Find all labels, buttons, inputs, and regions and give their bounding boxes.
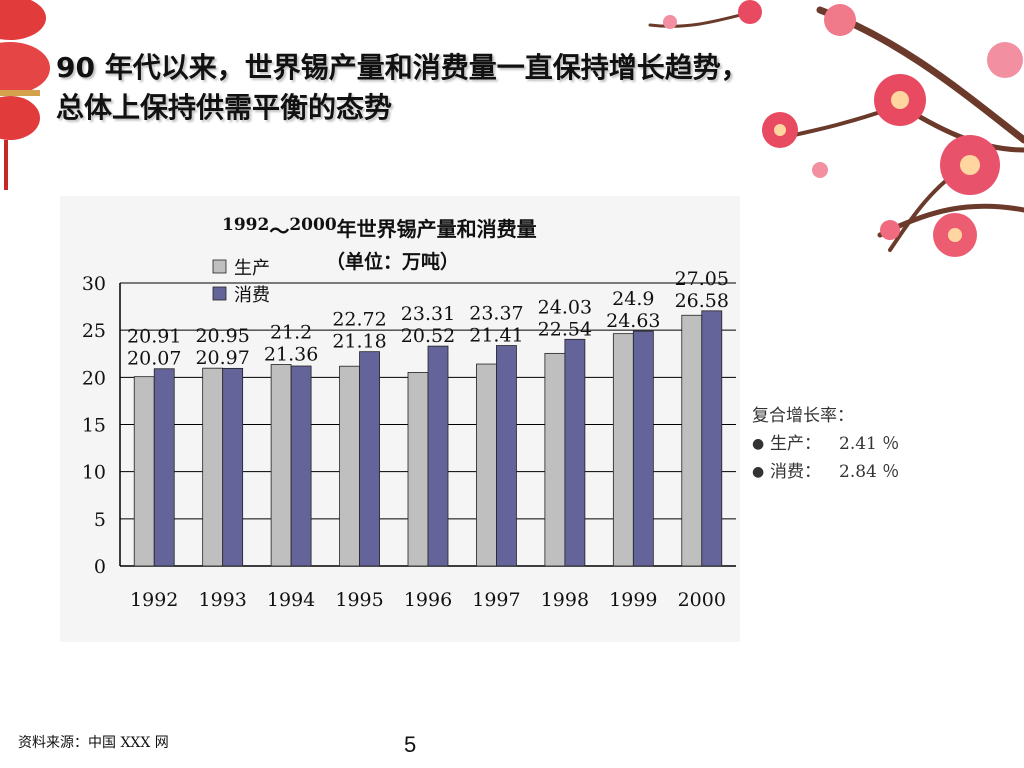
bar-production <box>681 314 703 567</box>
data-label-production: 20.52 <box>401 325 455 347</box>
data-label-production: 20.07 <box>127 348 181 370</box>
x-tick-label: 1997 <box>472 589 520 611</box>
y-tick-label: 0 <box>94 556 106 578</box>
chart-subtitle: （单位：万吨） <box>326 250 459 273</box>
x-tick-label: 1995 <box>335 589 383 611</box>
data-label-consumption: 27.05 <box>675 268 729 290</box>
x-tick-label: 1999 <box>609 589 657 611</box>
bar-production <box>544 352 566 567</box>
x-tick-label: 1994 <box>267 589 315 611</box>
data-label-consumption: 20.95 <box>195 325 249 347</box>
y-tick-label: 10 <box>82 462 106 484</box>
page-number: 5 <box>404 732 417 757</box>
data-label-consumption: 20.91 <box>127 326 181 348</box>
data-label-production: 21.41 <box>469 325 523 347</box>
x-tick-label: 2000 <box>678 589 726 611</box>
growth-production-label: 生产： <box>770 434 821 454</box>
title-year-start: 1992 <box>222 215 269 235</box>
x-tick-label: 1992 <box>130 589 178 611</box>
growth-consumption-label: 消费： <box>770 462 821 482</box>
y-tick-label: 25 <box>82 320 106 342</box>
x-tick-label: 1996 <box>404 589 452 611</box>
data-label-consumption: 23.37 <box>469 303 523 325</box>
legend-label: 消费 <box>234 285 270 306</box>
source-note: 资料来源：中国 XXX 网 <box>18 735 169 751</box>
bar-production <box>339 365 360 567</box>
slide-headline: 90 年代以来，世界锡产量和消费量一直保持增长趋势， 总体上保持供需平衡的态势 <box>56 48 886 128</box>
growth-rate-consumption: ● 消费： 2.84 ％ <box>752 458 899 486</box>
legend-label: 生产 <box>234 258 270 279</box>
data-label-production: 21.36 <box>264 344 318 366</box>
growth-rate-production: ● 生产： 2.41 ％ <box>752 430 899 458</box>
bar-consumption <box>153 368 175 567</box>
chart-title: 1992～2000年世界锡产量和消费量 <box>222 215 537 243</box>
data-label-production: 24.63 <box>606 310 660 332</box>
y-tick-label: 30 <box>82 273 106 295</box>
bullet-icon: ● <box>752 464 765 480</box>
title-tilde: ～ <box>269 219 289 243</box>
bar-consumption <box>564 338 586 567</box>
data-label-production: 22.54 <box>538 318 592 340</box>
data-label-consumption: 24.03 <box>538 296 592 318</box>
bar-consumption <box>496 345 517 567</box>
data-label-production: 26.58 <box>675 290 729 312</box>
y-tick-label: 20 <box>82 367 106 389</box>
bar-production <box>476 363 497 567</box>
growth-rate-title: 复合增长率： <box>752 406 854 426</box>
bar-consumption <box>359 351 380 567</box>
bar-production <box>202 367 224 567</box>
bar-production <box>133 376 155 567</box>
headline-line-2: 总体上保持供需平衡的态势 <box>56 91 393 124</box>
x-tick-label: 1998 <box>541 589 589 611</box>
data-label-consumption: 21.2 <box>270 322 312 344</box>
bar-production <box>612 333 634 567</box>
bar-production <box>270 364 292 567</box>
data-label-consumption: 22.72 <box>332 309 386 331</box>
title-year-end: 2000 <box>289 215 336 235</box>
data-label-production: 21.18 <box>332 331 386 353</box>
bar-consumption <box>632 330 654 567</box>
growth-production-value: 2.41 ％ <box>839 434 900 454</box>
bar-consumption <box>222 367 244 567</box>
data-label-consumption: 23.31 <box>401 303 455 325</box>
growth-consumption-value: 2.84 ％ <box>839 462 900 482</box>
bullet-icon: ● <box>752 436 765 452</box>
data-label-production: 20.97 <box>195 347 249 369</box>
bar-consumption <box>427 345 449 567</box>
growth-rate-panel: 复合增长率： ● 生产： 2.41 ％ ● 消费： 2.84 ％ <box>752 402 899 486</box>
bar-consumption <box>701 310 723 567</box>
legend-swatch <box>212 259 227 274</box>
y-tick-label: 15 <box>82 415 106 437</box>
legend-swatch <box>212 286 227 301</box>
data-label-consumption: 24.9 <box>612 288 654 310</box>
headline-line-1: 90 年代以来，世界锡产量和消费量一直保持增长趋势， <box>56 51 749 84</box>
bar-consumption <box>290 365 312 567</box>
title-text: 年世界锡产量和消费量 <box>337 217 537 241</box>
x-tick-label: 1993 <box>198 589 246 611</box>
y-tick-label: 5 <box>94 509 106 531</box>
bar-production <box>407 372 429 567</box>
